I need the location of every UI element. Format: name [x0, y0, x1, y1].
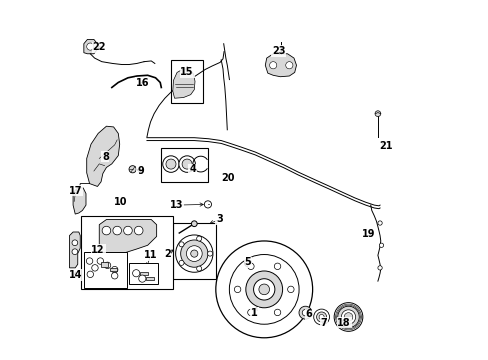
Circle shape — [179, 242, 183, 247]
Circle shape — [341, 310, 355, 324]
Circle shape — [298, 306, 311, 319]
Circle shape — [186, 246, 202, 261]
Circle shape — [234, 286, 240, 293]
Circle shape — [179, 156, 195, 172]
Bar — [110, 268, 117, 271]
Bar — [129, 263, 158, 284]
Circle shape — [377, 266, 382, 270]
Text: 22: 22 — [92, 42, 106, 52]
Text: 23: 23 — [271, 46, 285, 56]
Text: 18: 18 — [337, 318, 350, 328]
Text: 15: 15 — [180, 67, 193, 77]
Circle shape — [72, 249, 78, 255]
Polygon shape — [69, 232, 80, 268]
Circle shape — [258, 284, 269, 295]
Circle shape — [319, 315, 324, 319]
Text: 5: 5 — [244, 257, 251, 267]
Circle shape — [179, 260, 183, 265]
Circle shape — [215, 241, 312, 338]
Text: 8: 8 — [102, 152, 108, 162]
Circle shape — [92, 265, 98, 271]
Circle shape — [302, 310, 308, 316]
Text: 10: 10 — [114, 197, 127, 207]
Circle shape — [245, 271, 282, 308]
Circle shape — [87, 271, 93, 278]
Circle shape — [97, 258, 103, 264]
Bar — [161, 148, 207, 182]
Circle shape — [229, 255, 299, 324]
Polygon shape — [83, 40, 97, 54]
Bar — [145, 277, 153, 280]
Circle shape — [274, 263, 280, 270]
Circle shape — [129, 166, 136, 173]
Polygon shape — [99, 220, 156, 254]
Circle shape — [102, 226, 110, 235]
Text: 14: 14 — [68, 270, 82, 280]
Text: 19: 19 — [361, 229, 374, 239]
Circle shape — [104, 262, 110, 269]
Text: 2: 2 — [163, 248, 170, 258]
Bar — [172, 223, 215, 279]
Bar — [171, 60, 203, 103]
Circle shape — [333, 303, 362, 331]
Circle shape — [253, 279, 274, 300]
Text: 7: 7 — [320, 318, 327, 328]
Bar — [140, 272, 147, 275]
Circle shape — [191, 221, 197, 226]
Circle shape — [111, 266, 118, 273]
Circle shape — [274, 309, 280, 316]
Circle shape — [247, 309, 254, 316]
Circle shape — [123, 226, 132, 235]
Polygon shape — [86, 126, 120, 186]
Text: 20: 20 — [221, 173, 235, 183]
Circle shape — [190, 250, 198, 257]
Circle shape — [182, 159, 192, 169]
Circle shape — [269, 62, 276, 69]
Polygon shape — [73, 188, 86, 214]
Polygon shape — [172, 69, 195, 98]
Text: 3: 3 — [216, 215, 223, 224]
Text: 6: 6 — [305, 310, 312, 319]
Circle shape — [132, 270, 140, 277]
Circle shape — [285, 62, 292, 69]
Circle shape — [165, 159, 176, 169]
Circle shape — [196, 266, 201, 271]
Text: 21: 21 — [379, 141, 392, 151]
Polygon shape — [265, 54, 296, 77]
Circle shape — [374, 111, 380, 117]
Circle shape — [316, 312, 326, 322]
Circle shape — [139, 275, 145, 282]
Circle shape — [163, 156, 179, 172]
Circle shape — [344, 313, 352, 321]
Circle shape — [207, 251, 212, 256]
Circle shape — [287, 286, 293, 293]
Text: 17: 17 — [68, 186, 82, 196]
Text: 13: 13 — [169, 200, 183, 210]
Bar — [81, 216, 172, 289]
Text: 1: 1 — [251, 308, 257, 318]
Text: 11: 11 — [143, 250, 157, 260]
Circle shape — [86, 258, 93, 264]
Circle shape — [86, 43, 94, 50]
Text: 9: 9 — [137, 166, 143, 176]
Circle shape — [111, 273, 118, 279]
Circle shape — [313, 309, 329, 325]
Circle shape — [175, 235, 212, 272]
Circle shape — [72, 240, 78, 246]
Circle shape — [204, 201, 211, 208]
Text: 12: 12 — [91, 245, 105, 255]
Circle shape — [134, 226, 142, 235]
Bar — [83, 252, 126, 288]
Text: 16: 16 — [135, 78, 149, 88]
Circle shape — [247, 263, 254, 270]
Circle shape — [244, 260, 251, 267]
Text: 4: 4 — [189, 164, 196, 174]
Circle shape — [379, 243, 383, 247]
Circle shape — [377, 221, 382, 225]
Bar — [101, 262, 108, 267]
Circle shape — [196, 236, 201, 241]
Circle shape — [337, 306, 359, 328]
Circle shape — [180, 240, 207, 267]
Circle shape — [113, 226, 121, 235]
